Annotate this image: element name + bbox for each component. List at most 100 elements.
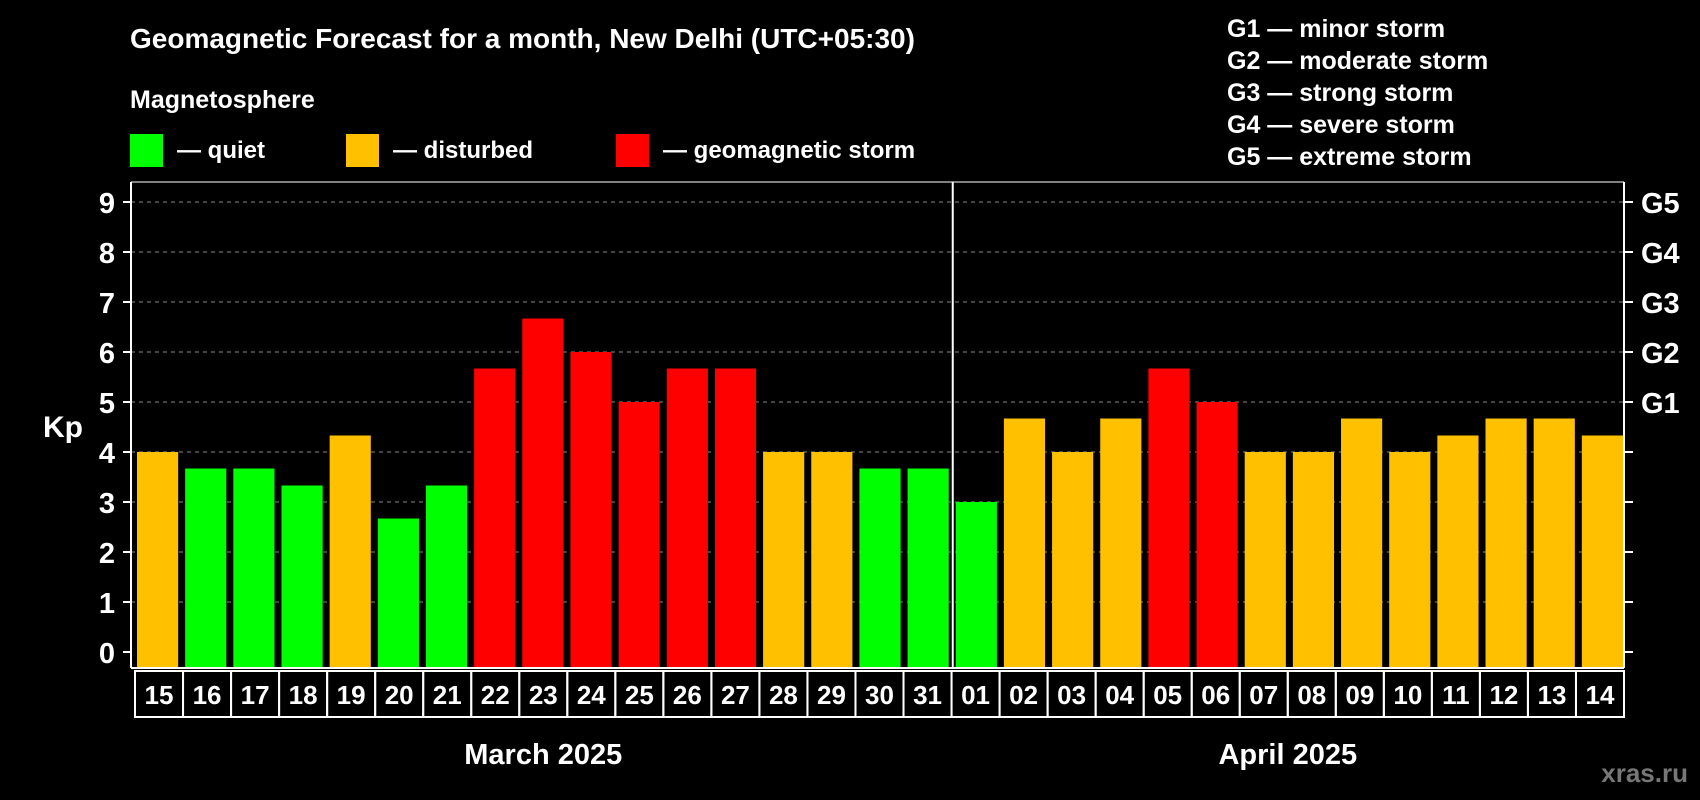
storm-scale-item-2: G2 — moderate storm: [1227, 47, 1488, 75]
legend-label-0: — quiet: [177, 137, 265, 164]
day-label-29: 13: [1537, 680, 1566, 710]
bar-13: [763, 452, 805, 668]
day-label-15: 30: [865, 680, 894, 710]
day-label-7: 22: [481, 680, 510, 710]
day-label-17: 01: [961, 680, 990, 710]
bar-24: [1292, 452, 1335, 668]
bar-23: [1244, 452, 1286, 668]
bar-26: [1389, 452, 1431, 668]
right-tick-label-G2: G2: [1641, 338, 1680, 370]
y-axis-label: Kp: [43, 411, 83, 444]
month-label-1: April 2025: [1218, 739, 1357, 771]
bar-11: [666, 368, 708, 668]
bar-10: [618, 402, 660, 668]
month-labels: March 2025 April 2025: [464, 739, 1357, 771]
x-axis: 15 16 17 18 19 20 21 22 23 24 25 26 27 28 29 30 31 01 02 03…: [134, 670, 1626, 718]
bar-29: [1533, 418, 1575, 668]
day-label-2: 17: [241, 680, 270, 710]
bar-6: [425, 485, 468, 668]
bar-3: [281, 485, 323, 668]
day-label-28: 12: [1489, 680, 1518, 710]
day-box-30: [1574, 670, 1626, 718]
day-label-22: 06: [1201, 680, 1230, 710]
legend-label-2: — geomagnetic storm: [663, 137, 915, 164]
bar-2: [233, 468, 275, 668]
day-label-26: 10: [1393, 680, 1422, 710]
day-label-0: 15: [145, 680, 174, 710]
day-label-27: 11: [1442, 680, 1470, 710]
bar-1: [185, 468, 227, 668]
storm-scale-legend: G1 — minor storm G2 — moderate storm G3 — …: [1227, 15, 1488, 171]
day-label-3: 18: [289, 680, 318, 710]
y-tick-label-4: 4: [99, 438, 115, 470]
storm-scale-item-5: G5 — extreme storm: [1227, 143, 1472, 171]
bar-30: [1581, 435, 1623, 668]
bar-27: [1437, 435, 1479, 668]
bar-18: [1003, 418, 1046, 668]
bar-4: [329, 435, 371, 668]
month-label-0: March 2025: [464, 739, 622, 771]
legend-swatch-2: [616, 134, 649, 167]
bar-7: [474, 368, 516, 668]
bar-8: [522, 318, 564, 668]
day-label-13: 28: [769, 680, 798, 710]
legend-heading: Magnetosphere: [130, 86, 315, 114]
legend-swatch-0: [130, 134, 163, 167]
y-tick-label-5: 5: [99, 388, 115, 420]
day-label-20: 04: [1105, 680, 1134, 710]
day-label-21: 05: [1153, 680, 1182, 710]
storm-scale-item-1: G1 — minor storm: [1227, 15, 1445, 43]
storm-axis: G1 G2 G3 G4 G5: [1624, 188, 1680, 653]
right-tick-label-G1: G1: [1641, 388, 1680, 420]
bar-12: [714, 368, 757, 668]
day-label-9: 24: [577, 680, 606, 710]
bar-25: [1341, 418, 1383, 668]
plot-frame: [130, 181, 1625, 669]
bar-21: [1148, 368, 1190, 668]
y-tick-label-3: 3: [99, 488, 115, 520]
bar-0: [137, 452, 179, 668]
y-axis: 0 1 2 3 4 5 6 7 8 9: [99, 188, 131, 670]
bar-5: [377, 518, 419, 668]
storm-scale-item-4: G4 — severe storm: [1227, 111, 1455, 139]
day-label-25: 09: [1345, 680, 1374, 710]
day-label-24: 08: [1297, 680, 1326, 710]
bar-19: [1052, 452, 1094, 668]
y-tick-label-6: 6: [99, 338, 115, 370]
bars: [137, 318, 1623, 668]
y-tick-label-9: 9: [99, 188, 115, 220]
day-label-14: 29: [817, 680, 846, 710]
right-tick-label-G3: G3: [1641, 288, 1680, 320]
day-label-10: 25: [625, 680, 654, 710]
watermark: xras.ru: [1601, 758, 1688, 788]
y-tick-label-1: 1: [99, 588, 115, 620]
storm-scale-item-3: G3 — strong storm: [1227, 79, 1453, 107]
y-tick-label-8: 8: [99, 238, 115, 270]
legend: — quiet — disturbed — geomagnetic storm: [130, 134, 915, 167]
day-label-19: 03: [1057, 680, 1086, 710]
day-label-23: 07: [1249, 680, 1278, 710]
day-label-16: 31: [913, 680, 942, 710]
legend-swatch-1: [346, 134, 379, 167]
day-label-6: 21: [433, 680, 462, 710]
day-label-30: 14: [1586, 680, 1615, 710]
bar-17: [955, 502, 997, 668]
bar-22: [1196, 402, 1238, 668]
bar-14: [811, 452, 853, 668]
day-label-11: 26: [673, 680, 702, 710]
y-tick-label-2: 2: [99, 538, 115, 570]
y-tick-label-0: 0: [99, 638, 115, 670]
legend-label-1: — disturbed: [393, 137, 533, 164]
right-tick-label-G5: G5: [1641, 188, 1680, 220]
bar-28: [1485, 418, 1527, 668]
day-label-8: 23: [529, 680, 558, 710]
day-label-1: 16: [193, 680, 222, 710]
bar-20: [1100, 418, 1142, 668]
chart-title: Geomagnetic Forecast for a month, New De…: [130, 23, 915, 54]
day-label-18: 02: [1009, 680, 1038, 710]
day-label-4: 19: [337, 680, 366, 710]
bar-9: [570, 352, 612, 668]
y-tick-label-7: 7: [99, 288, 115, 320]
day-label-12: 27: [721, 680, 750, 710]
